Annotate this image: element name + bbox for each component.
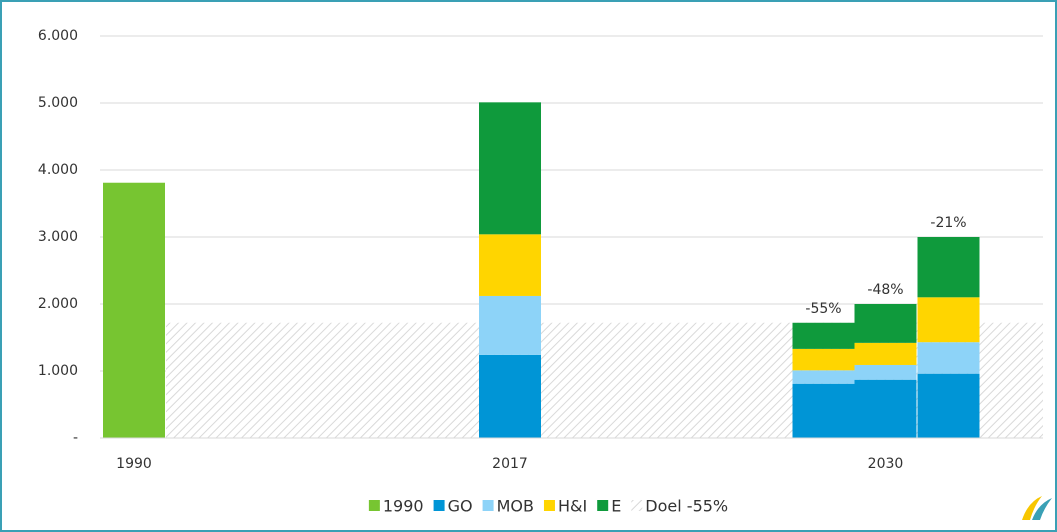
x-tick-label: 1990 — [116, 456, 152, 472]
legend-swatch — [368, 500, 380, 511]
legend-swatch — [597, 500, 609, 511]
bar-segment — [792, 348, 855, 371]
legend-label: 1990 — [383, 497, 424, 516]
legend-label: E — [611, 497, 621, 516]
bar-segment — [917, 297, 980, 343]
legend-label: H&I — [558, 497, 587, 516]
logo — [1022, 496, 1052, 520]
bar-segment — [854, 379, 917, 438]
y-tick-label: 1.000 — [38, 363, 78, 379]
bar-segment — [479, 295, 541, 355]
legend-swatch — [482, 500, 494, 511]
bar-segment — [792, 370, 855, 384]
y-tick-label: - — [73, 430, 78, 446]
bar-label: -48% — [867, 282, 903, 298]
bar-segment — [854, 364, 917, 380]
bar-segment — [854, 304, 917, 343]
bar-segment — [854, 342, 917, 365]
bar-label: -55% — [805, 301, 841, 317]
y-tick-label: 6.000 — [38, 28, 78, 44]
y-tick-label: 3.000 — [38, 229, 78, 245]
bar-label: -21% — [930, 215, 966, 231]
x-tick-label: 2017 — [492, 456, 528, 472]
legend-swatch — [433, 500, 445, 511]
legend-swatch — [631, 500, 643, 511]
bar-segment — [103, 182, 165, 438]
bar-segment — [479, 102, 541, 235]
bar-segment — [792, 383, 855, 438]
y-tick-label: 2.000 — [38, 296, 78, 312]
y-tick-label: 5.000 — [38, 95, 78, 111]
bar-segment — [792, 322, 855, 349]
legend-label: Doel -55% — [645, 497, 728, 516]
bar-segment — [917, 373, 980, 438]
bar-segment — [479, 354, 541, 438]
legend-label: MOB — [497, 497, 534, 516]
legend-swatch — [543, 500, 555, 511]
bar-segment — [917, 237, 980, 298]
bar-segment — [479, 234, 541, 296]
legend-label: GO — [448, 497, 473, 516]
x-tick-label: 2030 — [868, 456, 904, 472]
y-tick-label: 4.000 — [38, 162, 78, 178]
legend: 1990 GO MOB H&I E Doel -55% — [368, 497, 728, 516]
bar-segment — [917, 342, 980, 374]
